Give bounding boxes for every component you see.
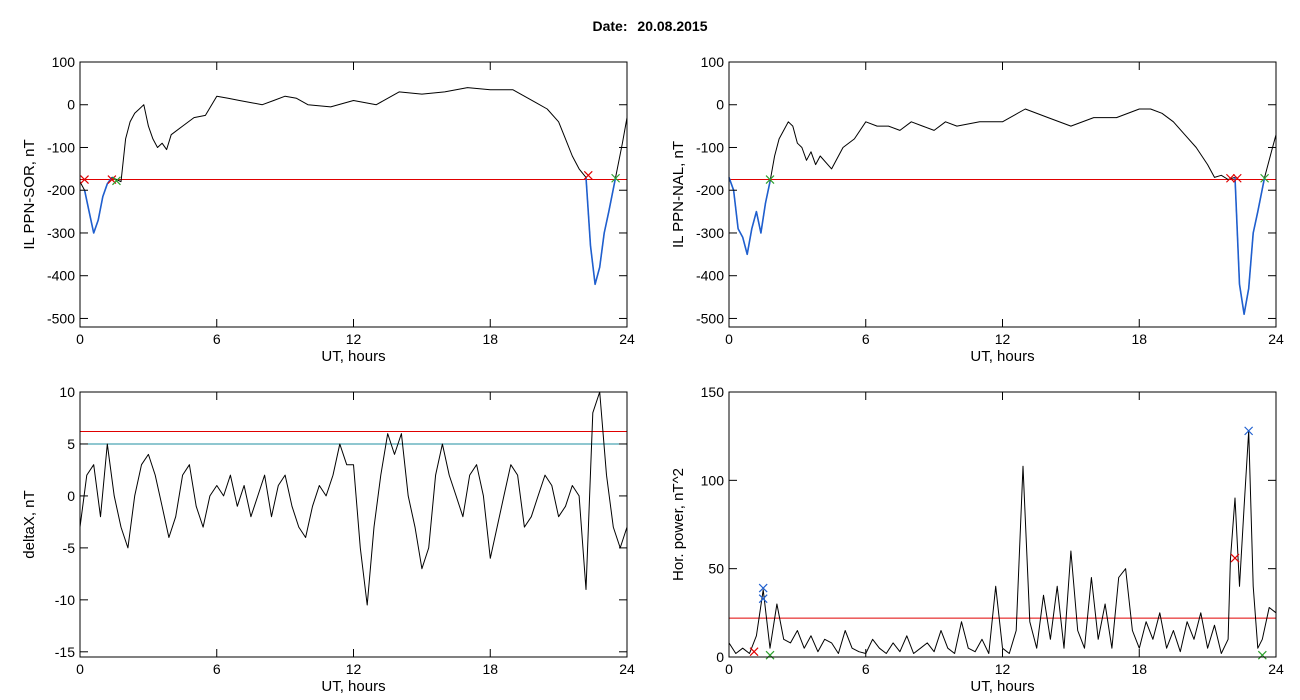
chart-nal-marker-2: [1232, 173, 1242, 183]
chart-power-marker-0: [758, 583, 768, 593]
chart-nal-xlabel: UT, hours: [970, 348, 1034, 365]
chart-nal-series-0: [728, 108, 1277, 315]
chart-deltax-ylabel: deltaX, nT: [21, 490, 38, 558]
chart-nal-ytick-label-0: -500: [696, 310, 724, 326]
chart-sor-series-0: [79, 87, 628, 285]
chart-deltax-ytick-label-0: -15: [55, 644, 75, 660]
chart-power-xtick-label-0: 0: [725, 661, 733, 677]
chart-sor-marker-3: [583, 170, 593, 180]
chart-deltax-ytick-label-5: 10: [59, 384, 75, 400]
chart-deltax-ytick-label-4: 5: [67, 436, 75, 452]
chart-power-marker-2: [749, 647, 759, 657]
chart-sor-marker-4: [611, 173, 621, 183]
chart-sor-xtick-label-4: 24: [619, 331, 635, 347]
chart-power-ytick-label-2: 100: [701, 472, 725, 488]
chart-power-marker-6: [1257, 650, 1267, 660]
chart-deltax-ytick-label-2: -5: [63, 540, 76, 556]
page-title: Date: 20.08.2015: [0, 18, 1300, 34]
chart-power-xtick-label-2: 12: [995, 661, 1011, 677]
chart-power-series-0: [728, 430, 1277, 654]
chart-nal-ytick-label-3: -200: [696, 182, 724, 198]
chart-nal-marker-0: [765, 175, 775, 184]
chart-power-marker-1: [758, 594, 768, 604]
chart-power-xlabel: UT, hours: [970, 678, 1034, 695]
chart-sor-ytick-label-4: -100: [47, 139, 75, 155]
chart-sor-ytick-label-6: 100: [52, 54, 76, 70]
chart-sor-ytick-label-1: -400: [47, 268, 75, 284]
chart-deltax-xtick-label-2: 12: [346, 661, 362, 677]
chart-nal-ytick-label-5: 0: [716, 97, 724, 113]
chart-sor-ytick-label-0: -500: [47, 310, 75, 326]
chart-power-ylabel: Hor. power, nT^2: [670, 468, 687, 581]
chart-sor-series-2: [585, 177, 617, 286]
chart-sor-marker-2: [112, 176, 121, 186]
chart-nal-marker-1: [1225, 173, 1235, 183]
chart-power-xtick-label-3: 18: [1131, 661, 1147, 677]
chart-power-frame: [728, 391, 1277, 658]
chart-nal-ylabel: IL PPN-NAL, nT: [670, 141, 687, 248]
chart-nal-frame: [728, 61, 1277, 328]
chart-sor-xtick-label-0: 0: [76, 331, 84, 347]
chart-power-ytick-label-0: 0: [716, 649, 724, 665]
chart-deltax-ytick-label-3: 0: [67, 488, 75, 504]
chart-sor-ylabel: IL PPN-SOR, nT: [21, 139, 38, 249]
chart-nal-xtick-label-1: 6: [862, 331, 870, 347]
chart-nal-xtick-label-0: 0: [725, 331, 733, 347]
chart-deltax-ytick-label-1: -10: [55, 592, 75, 608]
chart-power-marker-3: [765, 650, 775, 660]
chart-power-xtick-label-1: 6: [862, 661, 870, 677]
chart-sor-series-1: [83, 176, 113, 234]
chart-deltax-series-0: [79, 391, 628, 606]
chart-sor-ytick-label-5: 0: [67, 97, 75, 113]
chart-sor-xtick-label-2: 12: [346, 331, 362, 347]
chart-nal-ytick-label-2: -300: [696, 225, 724, 241]
chart-sor-xlabel: UT, hours: [321, 348, 385, 365]
chart-nal-ytick-label-1: -400: [696, 268, 724, 284]
date-value: 20.08.2015: [637, 18, 708, 34]
chart-sor-xtick-label-3: 18: [482, 331, 498, 347]
chart-power-marker-4: [1230, 553, 1240, 563]
chart-nal-marker-3: [1260, 173, 1270, 183]
date-label: Date:: [592, 18, 628, 34]
chart-power-ytick-label-1: 50: [708, 561, 724, 577]
chart-deltax-xlabel: UT, hours: [321, 678, 385, 695]
chart-sor-xtick-label-1: 6: [213, 331, 221, 347]
chart-nal-xtick-label-3: 18: [1131, 331, 1147, 347]
chart-power-ytick-label-3: 150: [701, 384, 725, 400]
chart-deltax-xtick-label-0: 0: [76, 661, 84, 677]
chart-deltax-xtick-label-4: 24: [619, 661, 635, 677]
chart-sor-ytick-label-2: -300: [47, 225, 75, 241]
chart-deltax-xtick-label-1: 6: [213, 661, 221, 677]
chart-sor-ytick-label-3: -200: [47, 182, 75, 198]
chart-sor-frame: [79, 61, 628, 328]
chart-sor-marker-0: [80, 175, 89, 184]
chart-nal-xtick-label-4: 24: [1268, 331, 1284, 347]
chart-power-xtick-label-4: 24: [1268, 661, 1284, 677]
chart-nal-series-2: [1234, 177, 1266, 316]
chart-power-marker-5: [1244, 426, 1254, 436]
chart-nal-ytick-label-4: -100: [696, 139, 724, 155]
chart-nal-ytick-label-6: 100: [701, 54, 725, 70]
chart-nal-xtick-label-2: 12: [995, 331, 1011, 347]
chart-deltax-xtick-label-3: 18: [482, 661, 498, 677]
chart-nal-series-1: [728, 177, 771, 256]
